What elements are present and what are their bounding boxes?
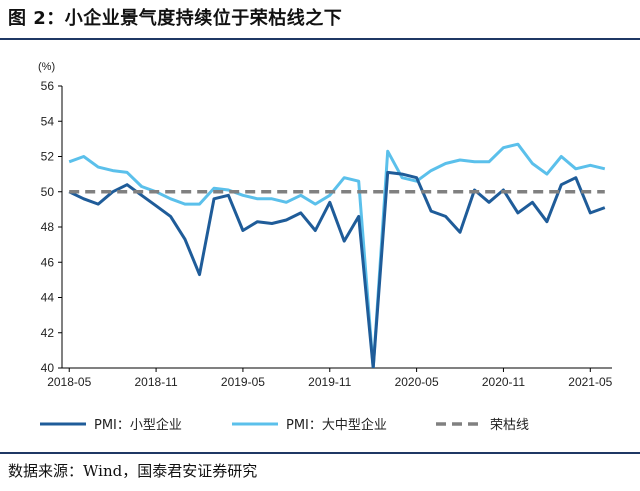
y-tick-label: 50 — [41, 185, 55, 199]
x-tick-label: 2020-11 — [482, 375, 525, 389]
legend-label: PMI：小型企业 — [94, 417, 182, 433]
y-tick-label: 40 — [41, 361, 55, 375]
y-tick-label: 42 — [41, 326, 55, 340]
figure-title: 图 2：小企业景气度持续位于荣枯线之下 — [8, 8, 343, 29]
legend-label: PMI：大中型企业 — [286, 417, 387, 433]
pmi-line-chart: (%) 40 42 44 46 48 50 52 54 56 2018-05 2018-11 2019-… — [38, 61, 613, 433]
x-tick-label: 2018-05 — [47, 375, 91, 389]
bottom-rule — [0, 452, 640, 454]
y-axis-unit: (%) — [38, 61, 55, 73]
x-tick-label: 2019-11 — [308, 375, 351, 389]
top-rule — [0, 38, 640, 40]
y-tick-label: 56 — [41, 79, 55, 93]
x-tick-label: 2020-05 — [395, 375, 439, 389]
y-tick-label: 48 — [41, 220, 55, 234]
x-tick-label: 2018-11 — [135, 375, 178, 389]
x-tick-label: 2021-05 — [568, 375, 612, 389]
y-tick-label: 54 — [41, 114, 55, 128]
x-tick-label: 2019-05 — [221, 375, 265, 389]
series-small-line — [68, 170, 606, 368]
source-note: 数据来源：Wind，国泰君安证券研究 — [8, 462, 258, 480]
legend-label: 荣枯线 — [490, 418, 529, 433]
y-tick-label: 52 — [41, 150, 55, 164]
y-tick-label: 46 — [41, 255, 55, 269]
y-tick-label: 44 — [41, 291, 55, 305]
series-large-medium-line — [68, 142, 606, 368]
